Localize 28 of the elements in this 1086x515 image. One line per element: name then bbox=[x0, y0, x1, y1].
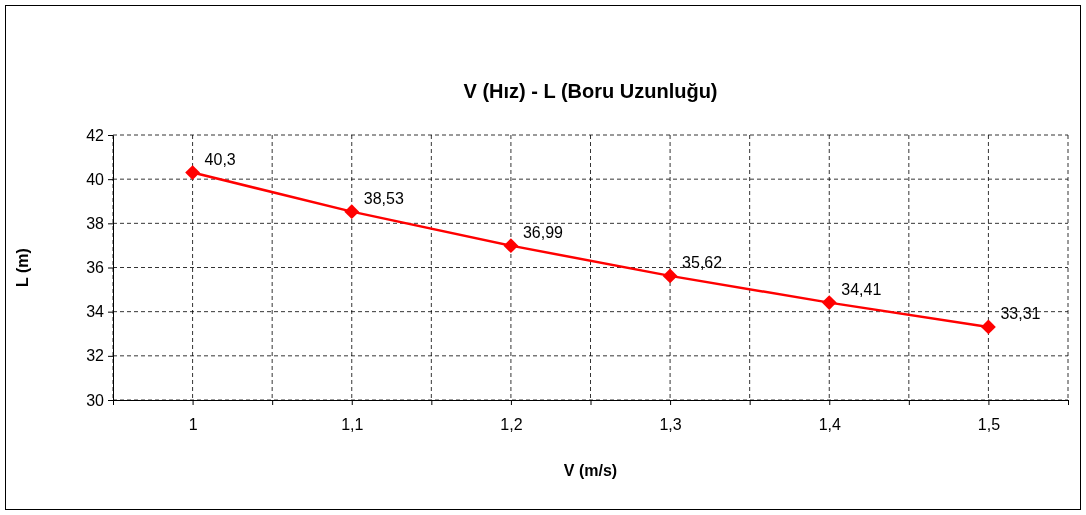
point bbox=[185, 165, 200, 180]
data-label: 34,41 bbox=[841, 280, 882, 298]
y-tick-label: 36 bbox=[86, 259, 105, 277]
x-tick-label: 1,2 bbox=[500, 416, 523, 434]
data-label: 35,62 bbox=[682, 253, 723, 271]
x-tick-label: 1,5 bbox=[977, 416, 1001, 434]
y-tick-label: 30 bbox=[86, 391, 105, 409]
y-tick-label: 40 bbox=[86, 170, 105, 188]
x-tick-label: 1,4 bbox=[818, 416, 841, 434]
data-label: 40,3 bbox=[204, 150, 236, 168]
y-tick-label: 38 bbox=[86, 214, 105, 232]
x-tick-label: 1,1 bbox=[341, 416, 364, 434]
point bbox=[344, 204, 360, 220]
y-tick-label: 32 bbox=[86, 347, 105, 365]
y-tick-label: 42 bbox=[86, 126, 105, 144]
x-tick-label: 1,3 bbox=[659, 416, 682, 434]
point bbox=[981, 319, 996, 335]
point bbox=[503, 238, 519, 254]
y-axis-title: L (m) bbox=[14, 248, 31, 287]
x-tick-label: 1 bbox=[188, 416, 198, 434]
chart-title: V (Hız) - L (Boru Uzunluğu) bbox=[463, 80, 718, 102]
y-tick-label: 34 bbox=[86, 303, 105, 321]
point bbox=[662, 268, 678, 284]
point bbox=[821, 295, 837, 311]
data-label: 36,99 bbox=[522, 223, 564, 241]
x-axis-title: V (m/s) bbox=[563, 462, 618, 479]
data-label: 33,31 bbox=[1000, 304, 1041, 322]
data-label: 38,53 bbox=[363, 189, 404, 207]
